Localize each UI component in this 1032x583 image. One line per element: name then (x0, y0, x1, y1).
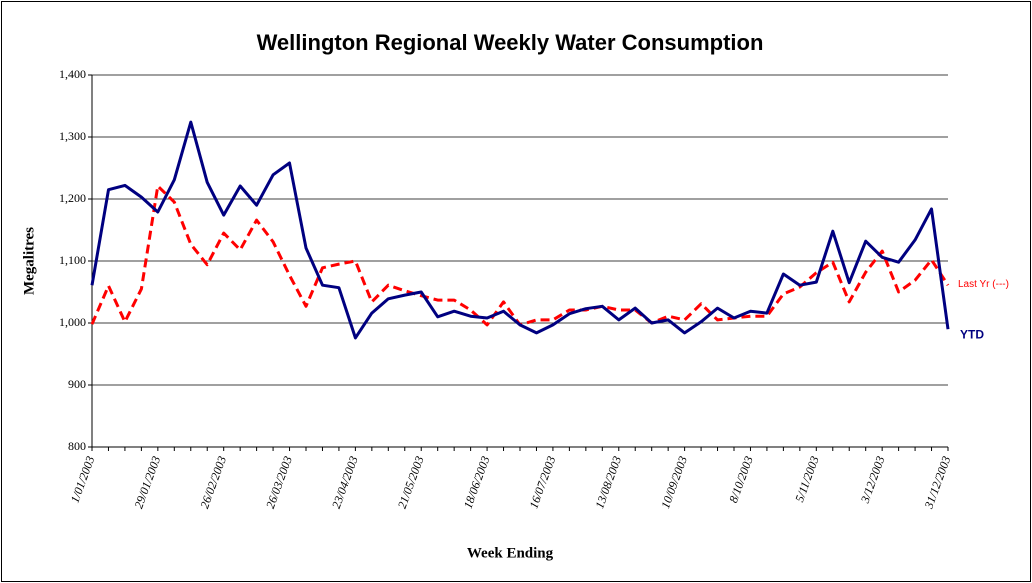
series-label: YTD (960, 327, 984, 341)
series-label: Last Yr (---) (958, 279, 1009, 290)
chart-title: Wellington Regional Weekly Water Consump… (257, 30, 764, 55)
series-line (90, 120, 950, 340)
y-tick-label: 800 (68, 439, 86, 453)
y-tick-label: 1,400 (59, 67, 86, 81)
y-tick-label: 1,200 (59, 191, 86, 205)
y-tick-label: 1,300 (59, 129, 86, 143)
y-tick-label: 1,000 (59, 315, 86, 329)
y-tick-label: 1,100 (59, 253, 86, 267)
y-axis-title: Megalitres (21, 227, 37, 295)
x-axis-title: Week Ending (467, 545, 554, 561)
y-tick-label: 900 (68, 377, 86, 391)
